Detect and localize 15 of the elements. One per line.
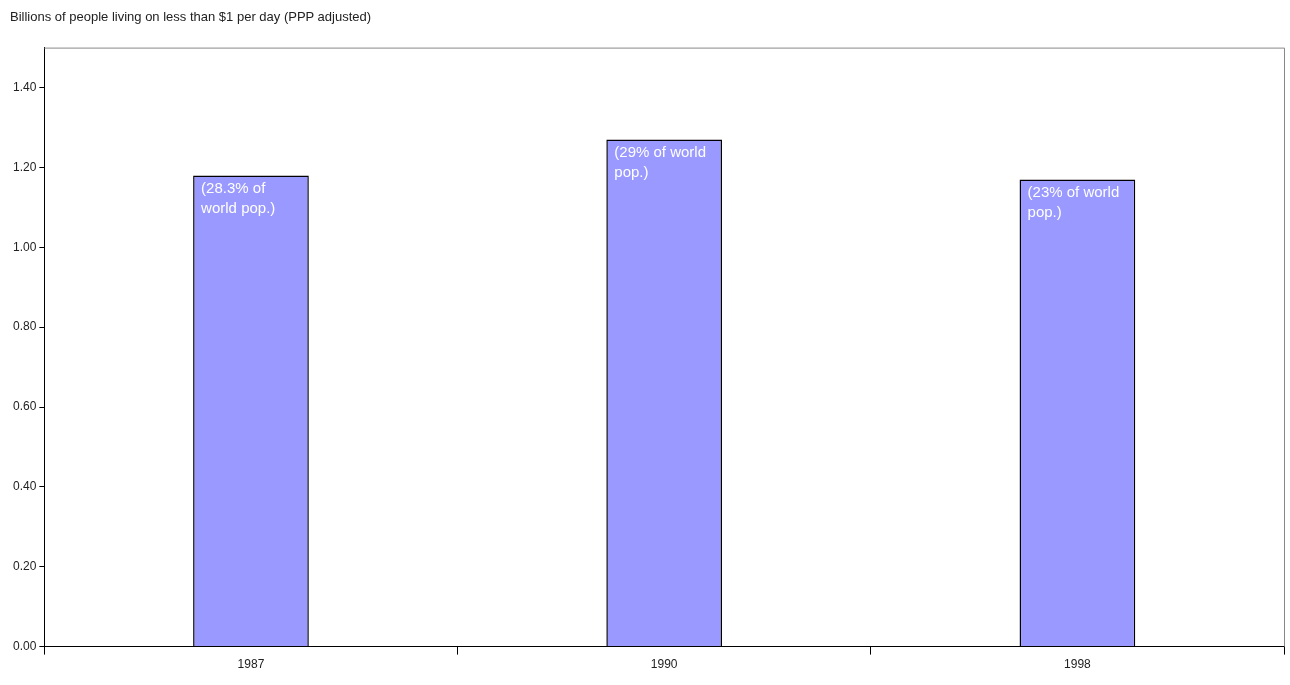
annotation: (28.3% of world pop.) [200,179,276,217]
x-tick-label: 1987 [237,657,265,672]
chart-title: Billions of people living on less than $1 per day (PPP adjusted) [10,9,372,25]
x-tick-label: 1990 [650,657,678,672]
annotation: (23% of world pop.) [1027,183,1120,221]
y-tick-label: 0.80 [13,319,37,334]
annotation: (29% of world pop.) [614,143,707,181]
y-tick-label: 1.20 [13,159,37,174]
y-tick-label: 0.00 [13,638,37,653]
x-tick-label: 1998 [1064,657,1092,672]
y-tick-label: 0.60 [13,399,37,414]
y-tick-label: 0.40 [13,479,37,494]
y-tick-label: 1.40 [13,79,37,94]
y-tick-label: 1.00 [13,239,37,254]
y-tick-label: 0.20 [13,559,37,574]
